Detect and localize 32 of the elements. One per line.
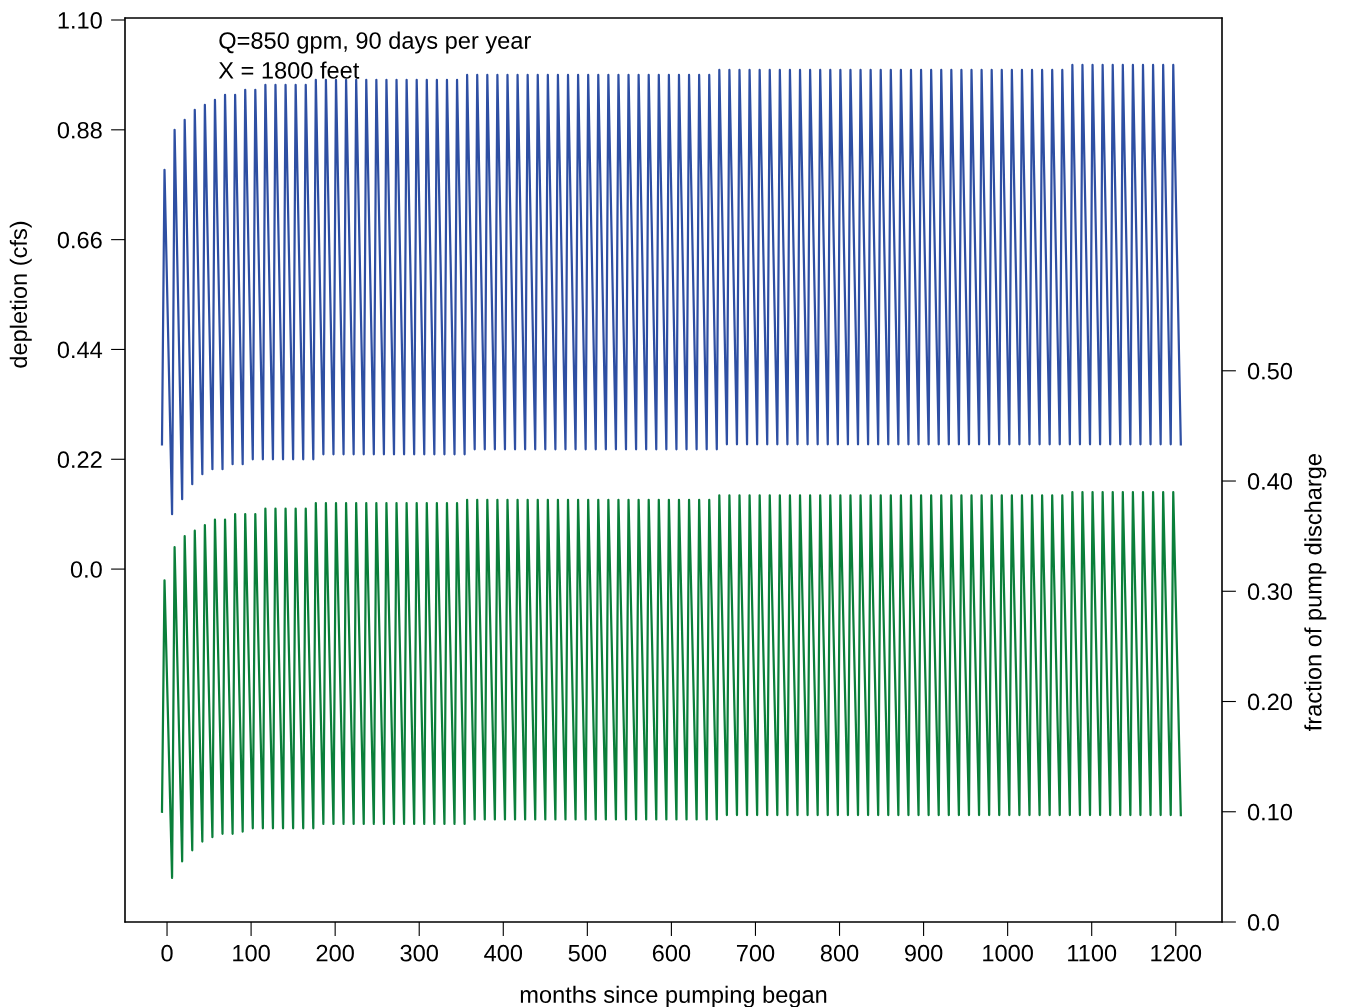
line-series (160, 63, 1182, 516)
x-tick-label: 800 (820, 944, 859, 962)
y2-tick-label: 0.20 (1247, 693, 1293, 711)
y2-tick-label: 0.30 (1247, 583, 1293, 601)
x-tick-label: 300 (400, 944, 438, 962)
y2-tick-label: 0.0 (1247, 914, 1279, 931)
y-tick-label: 0.0 (70, 561, 102, 578)
y-tick-label: 0.22 (57, 451, 102, 469)
y-axis-title: depletion (cfs) (9, 221, 32, 368)
y-tick-label: 0.44 (57, 341, 103, 359)
y-tick-label: 0.66 (57, 231, 102, 249)
x-tick-label: 700 (736, 944, 775, 962)
x-tick-label: 900 (904, 944, 943, 962)
y2-axis-title: fraction of pump discharge (1304, 454, 1327, 731)
x-tick-label: 100 (233, 944, 270, 962)
x-tick-label: 1100 (1068, 944, 1117, 962)
y2-tick-label: 0.50 (1247, 362, 1293, 380)
x-tick-label: 1000 (983, 944, 1033, 962)
annotation: Q=850 gpm, 90 days per year (219, 31, 531, 54)
y-tick-label: 1.10 (58, 12, 102, 29)
y2-tick-label: 0.10 (1247, 803, 1293, 821)
x-tick-label: 600 (652, 944, 691, 962)
x-tick-label: 1200 (1151, 944, 1202, 962)
y2-tick-label: 0.40 (1247, 473, 1293, 490)
line-series (160, 490, 1182, 880)
annotation: X = 1800 feet (218, 61, 360, 79)
x-tick-label: 0 (161, 944, 173, 962)
y-tick-label: 0.88 (57, 121, 102, 139)
x-tick-label: 200 (316, 944, 354, 962)
x-tick-label: 400 (484, 944, 523, 962)
x-axis-title: months since pumping began (520, 985, 827, 1007)
x-tick-label: 500 (568, 944, 607, 962)
